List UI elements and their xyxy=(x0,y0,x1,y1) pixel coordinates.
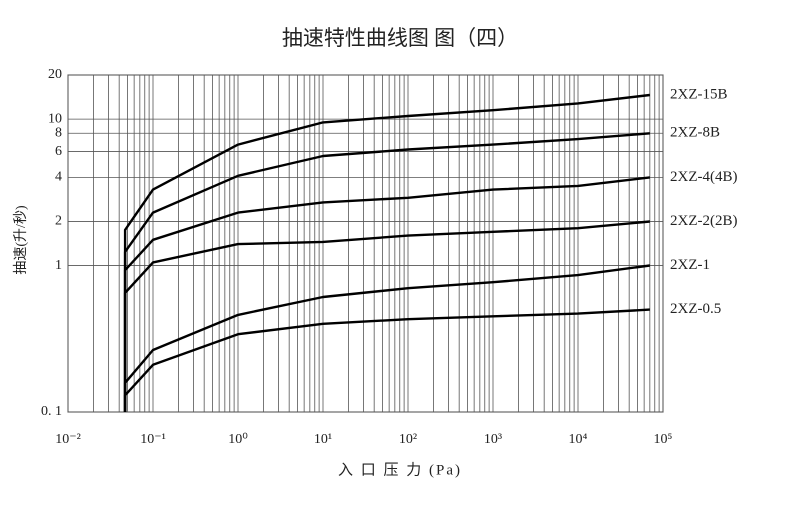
y-axis-label: 抽速(升/秒) xyxy=(13,205,29,275)
y-tick-label: 8 xyxy=(55,125,62,140)
x-tick-label: 10⁴ xyxy=(569,432,588,447)
series-line xyxy=(123,220,650,412)
series-line xyxy=(123,93,650,412)
series-line xyxy=(123,308,650,412)
series-line xyxy=(123,132,650,412)
series-line xyxy=(123,264,650,412)
series-label: 2XZ-4(4B) xyxy=(670,169,738,185)
series-label: 2XZ-2(2B) xyxy=(670,213,738,229)
y-tick-label: 6 xyxy=(55,144,62,159)
x-tick-label: 10¹ xyxy=(314,432,332,447)
y-tick-label: 1 xyxy=(55,258,62,273)
y-tick-label: 20 xyxy=(48,67,62,82)
x-tick-label: 10⁵ xyxy=(654,432,673,447)
series-label: 2XZ-0.5 xyxy=(670,301,721,317)
y-tick-label: 4 xyxy=(55,170,62,185)
series-label: 2XZ-1 xyxy=(670,257,710,273)
x-axis-label: 入 口 压 力 (Pa) xyxy=(338,461,462,478)
x-tick-label: 10³ xyxy=(484,432,502,447)
y-tick-label: 2 xyxy=(55,214,62,229)
x-tick-label: 10⁻¹ xyxy=(140,432,166,447)
y-tick-label: 0. 1 xyxy=(41,404,62,419)
series-label: 2XZ-15B xyxy=(670,86,728,102)
series-label: 2XZ-8B xyxy=(670,125,720,141)
x-tick-label: 10² xyxy=(399,432,417,447)
x-tick-label: 10⁰ xyxy=(228,432,248,447)
y-tick-label: 10 xyxy=(48,111,62,126)
chart-title: 抽速特性曲线图 图（四） xyxy=(282,26,518,50)
series-line xyxy=(123,176,650,412)
x-tick-label: 10⁻² xyxy=(55,432,81,447)
